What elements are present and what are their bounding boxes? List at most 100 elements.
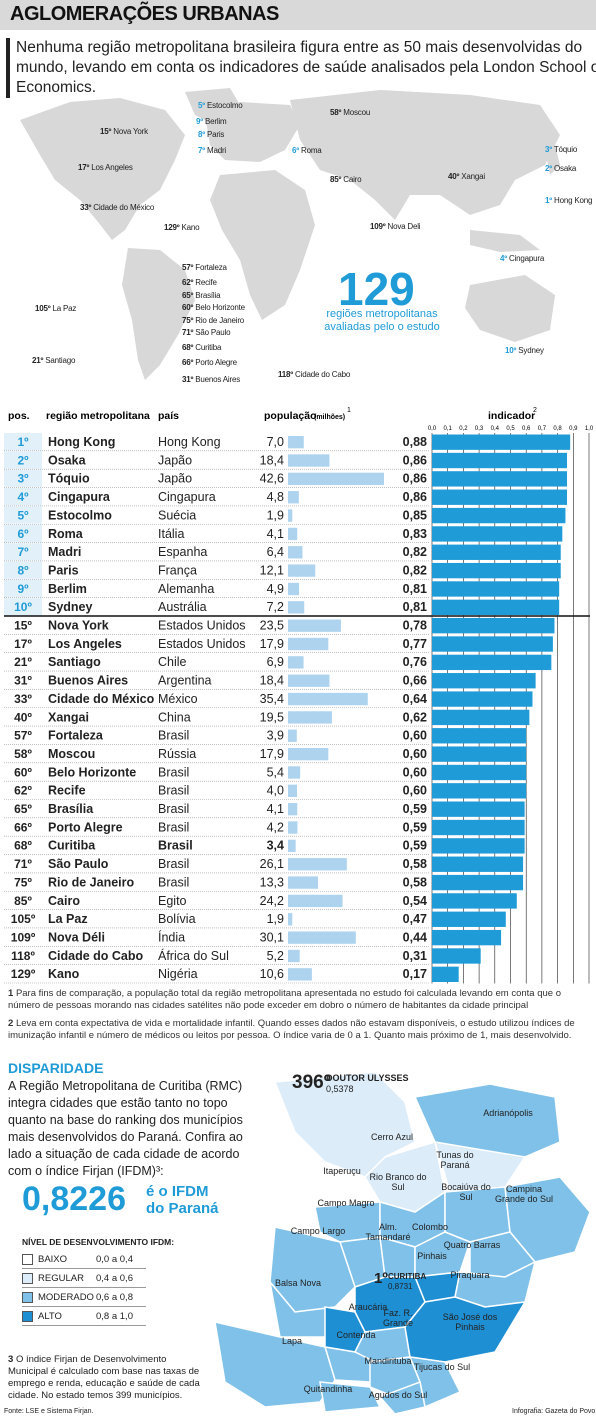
- row-country: Brasil: [158, 784, 189, 798]
- row-country: Estados Unidos: [158, 637, 246, 651]
- row-country: África do Sul: [158, 948, 229, 963]
- row-pos: 15º: [14, 619, 32, 633]
- row-pos: 62º: [14, 784, 32, 798]
- population-bar: [288, 931, 356, 944]
- municipality-label: Lapa: [281, 1336, 303, 1346]
- map-city-label: 7º Madri: [198, 146, 226, 155]
- row-region: Los Angeles: [48, 637, 122, 651]
- map-city-label: 85º Cairo: [330, 175, 362, 184]
- row-population: 3,9: [267, 729, 284, 743]
- row-region: Cairo: [48, 894, 80, 908]
- row-indicator-value: 0,17: [403, 967, 427, 981]
- map-city-label: 9º Berlim: [196, 117, 227, 126]
- row-indicator-value: 0,64: [403, 692, 427, 706]
- map-city-rank: 6º: [292, 146, 299, 155]
- indicator-tick-label: 0,2: [459, 426, 468, 432]
- row-population: 23,5: [260, 619, 284, 633]
- row-country: Austrália: [158, 600, 207, 614]
- header-population-unit: (milhões): [314, 414, 345, 421]
- map-city-rank: 118º: [278, 370, 294, 379]
- row-pos: 3º: [17, 472, 29, 486]
- row-country: Bolívia: [158, 912, 196, 926]
- row-region: Xangai: [48, 710, 89, 724]
- indicator-bar: [432, 489, 568, 505]
- population-bar: [288, 858, 347, 871]
- legend-title: NÍVEL DE DESENVOLVIMENTO IFDM:: [22, 1237, 175, 1247]
- row-country: México: [158, 692, 198, 706]
- map-city-rank: 40º: [448, 172, 460, 181]
- population-bar: [288, 894, 343, 908]
- indicator-tick-label: 0,3: [475, 426, 484, 432]
- indicator-bar: [432, 929, 502, 946]
- row-indicator-value: 0,66: [403, 674, 427, 688]
- total-regions-label: regiões metropolitanas avaliadas pelo o …: [324, 308, 440, 333]
- row-indicator-value: 0,59: [403, 802, 427, 816]
- indicator-bar: [432, 599, 560, 615]
- population-bar: [288, 784, 298, 797]
- map-city-rank: 65º: [182, 291, 194, 300]
- row-country: Brasil: [158, 857, 189, 871]
- municipality-label: Bocaiúva do Sul: [441, 1182, 491, 1202]
- row-region: Nova Déli: [48, 930, 105, 944]
- map-city-name: Cidade do México: [91, 203, 155, 212]
- indicator-tick-label: 0,8: [553, 426, 562, 432]
- header-population: população: [264, 410, 317, 422]
- row-region: Tóquio: [48, 472, 90, 486]
- row-country: Brasil: [158, 765, 189, 779]
- map-city-name: Cidade do Cabo: [293, 370, 351, 379]
- row-region: Curitiba: [48, 839, 96, 853]
- map-city-rank: 60º: [182, 303, 194, 312]
- header-region: região metropolitana: [46, 410, 150, 422]
- row-region: São Paulo: [48, 857, 109, 871]
- best-name: CURITIBA: [388, 1272, 427, 1281]
- map-city-name: Tóquio: [551, 145, 578, 154]
- map-city-label: 5º Estocolmo: [198, 101, 243, 110]
- map-city-name: Curitiba: [193, 343, 222, 352]
- footnote-2: 2 Leva em conta expectativa de vida e mo…: [8, 1018, 590, 1042]
- row-region: Fortaleza: [48, 729, 104, 743]
- row-indicator-value: 0,88: [403, 435, 427, 449]
- municipality-label: Campo Largo: [290, 1226, 346, 1236]
- municipality-label: Colombo: [411, 1222, 449, 1232]
- row-indicator-value: 0,54: [403, 894, 427, 908]
- row-region: Osaka: [48, 453, 87, 467]
- indicator-bar: [432, 966, 459, 982]
- legend-range: 0,4 a 0,6: [96, 1273, 133, 1284]
- municipality-label: Agudos do Sul: [368, 1390, 428, 1400]
- row-region: La Paz: [48, 912, 88, 926]
- row-indicator-value: 0,86: [403, 490, 427, 504]
- population-bar: [288, 729, 297, 742]
- population-bar: [288, 546, 303, 559]
- indicator-bar: [432, 507, 566, 524]
- row-population: 4,9: [267, 582, 284, 596]
- population-bar: [288, 876, 318, 889]
- map-city-rank: 85º: [330, 175, 342, 184]
- population-bar: [288, 656, 304, 669]
- population-bar: [288, 564, 316, 577]
- map-city-name: Brasília: [193, 291, 221, 300]
- row-population: 18,4: [260, 674, 284, 688]
- map-city-rank: 15º: [100, 127, 112, 136]
- header-indicator: indicador: [488, 410, 535, 422]
- row-population: 26,1: [260, 857, 284, 871]
- row-population: 7,0: [267, 435, 284, 449]
- population-bar: [288, 509, 293, 522]
- map-city-label: 8º Paris: [198, 130, 224, 139]
- indicator-bar: [432, 801, 525, 817]
- municipality-label: Cerro Azul: [370, 1132, 414, 1142]
- map-city-name: Porto Alegre: [193, 358, 237, 367]
- legend-range: 0,6 a 0,8: [96, 1292, 133, 1303]
- map-city-rank: 62º: [182, 278, 194, 287]
- indicator-tick-label: 0,4: [491, 426, 500, 432]
- row-indicator-value: 0,82: [403, 563, 427, 577]
- legend-row: REGULAR 0,4 a 0,6: [22, 1270, 146, 1288]
- map-city-name: Paris: [204, 130, 225, 139]
- row-indicator-value: 0,60: [403, 765, 427, 779]
- population-bar: [288, 601, 305, 614]
- row-country: Cingapura: [158, 490, 216, 504]
- row-pos: 7º: [17, 545, 29, 559]
- map-city-label: 6º Roma: [292, 146, 322, 155]
- row-pos: 118º: [11, 949, 35, 963]
- population-bar: [288, 747, 329, 761]
- row-region: Brasília: [48, 802, 94, 816]
